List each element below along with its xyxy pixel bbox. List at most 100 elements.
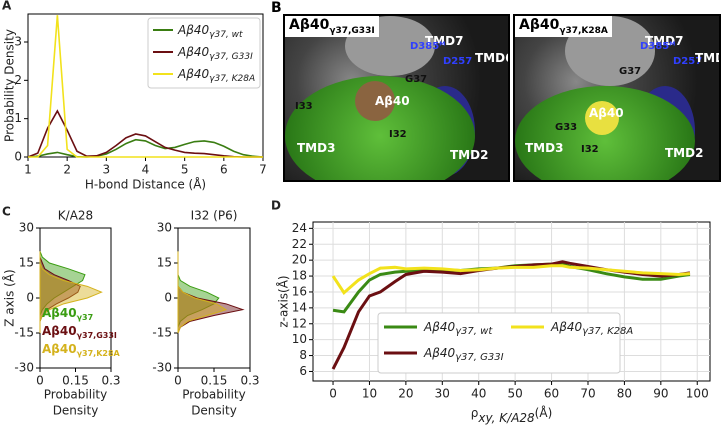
x-tick-label: 60 xyxy=(544,387,559,401)
x-tick-label: 30 xyxy=(435,387,450,401)
x-tick-label: 0.3 xyxy=(101,374,120,388)
image-label: D257 xyxy=(673,56,703,67)
y-tick-label: 1 xyxy=(14,111,22,125)
legend-label: Aβ40γ37,G33I xyxy=(42,324,117,340)
x-axis-label: H-bond Distance (Å) xyxy=(85,177,206,192)
image-label: I33 xyxy=(295,101,313,112)
legend-label-sub: γ37, wt xyxy=(455,326,493,337)
x-axis-label: Probability xyxy=(44,388,107,402)
panel-b-letter: B xyxy=(271,0,282,16)
image-label: I32 xyxy=(389,129,407,140)
series-line xyxy=(28,15,263,158)
plot-frame xyxy=(312,221,711,382)
image-label: TMD2 xyxy=(450,148,489,162)
y-tick-label: 15 xyxy=(19,256,34,270)
image-label: G33 xyxy=(555,122,578,133)
y-axis-label: z-axis(Å) xyxy=(276,275,291,327)
x-tick-label: 70 xyxy=(580,387,595,401)
legend-label-main: Aβ40 xyxy=(550,320,583,334)
image-label: TMD7 xyxy=(425,34,464,48)
chart-title: I32 (P6) xyxy=(191,209,238,223)
x-axis-label-unit: (Å) xyxy=(535,405,553,420)
image-label: TMD6 xyxy=(695,51,719,65)
image-title-sub: γ37,K28A xyxy=(559,25,608,36)
image-label: TMD3 xyxy=(525,141,564,155)
x-axis-label-sub: xy, K/A28 xyxy=(477,411,535,425)
y-tick-label: 18 xyxy=(292,269,307,283)
y-tick-label: 6 xyxy=(299,364,307,378)
image-label: Aβ40 xyxy=(589,106,624,120)
image-label: TMD6 xyxy=(475,51,510,65)
image-label: D257 xyxy=(443,56,473,67)
image-label: G37 xyxy=(405,74,428,85)
legend-label-main: Aβ40 xyxy=(42,306,77,320)
legend-label: Aβ40γ37, K28A xyxy=(177,67,255,84)
legend-label-sub: γ37,K28A xyxy=(77,349,121,358)
legend-label-main: Aβ40 xyxy=(42,324,77,338)
legend-label: Aβ40γ37, G33I xyxy=(423,346,504,364)
x-axis-label: Probability xyxy=(182,388,245,402)
density-area xyxy=(177,251,228,334)
legend-label-main: Aβ40 xyxy=(177,23,210,37)
x-tick-label: 3 xyxy=(103,163,111,177)
x-axis-label: Density xyxy=(191,404,237,418)
legend-label: Aβ40γ37, wt xyxy=(423,320,493,338)
y-tick-label: 15 xyxy=(157,256,172,270)
series-line xyxy=(331,264,691,296)
legend-label: Aβ40γ37, K28A xyxy=(550,320,633,338)
legend-label-sub: γ37,G33I xyxy=(77,331,117,340)
x-tick-label: 0.15 xyxy=(201,374,228,388)
y-tick-label: 8 xyxy=(299,348,307,362)
legend-label: Aβ40γ37 xyxy=(42,306,93,322)
x-tick-label: 0 xyxy=(174,374,182,388)
image-title: Aβ40γ37,G33I xyxy=(285,16,379,37)
y-tick-label: 22 xyxy=(292,237,307,251)
x-tick-label: 2 xyxy=(63,163,71,177)
chart-title: K/A28 xyxy=(58,209,93,223)
x-tick-label: 0 xyxy=(36,374,44,388)
panel-letter: A xyxy=(2,0,12,13)
y-tick-label: -15 xyxy=(14,326,34,340)
legend-label-main: Aβ40 xyxy=(423,320,456,334)
legend-box xyxy=(377,312,621,374)
legend-label-sub: γ37, K28A xyxy=(209,74,255,84)
legend-label: Aβ40γ37,K28A xyxy=(42,342,121,358)
y-tick-label: -30 xyxy=(14,361,34,375)
y-tick-label: -30 xyxy=(152,361,172,375)
image-label: TMD3 xyxy=(297,141,336,155)
x-tick-label: 80 xyxy=(617,387,632,401)
image-label: Aβ40 xyxy=(375,94,410,108)
density-area xyxy=(39,251,103,333)
x-axis-label-main: ρ xyxy=(471,406,479,420)
legend-label-main: Aβ40 xyxy=(177,45,210,59)
y-tick-label: 10 xyxy=(292,332,307,346)
image-title-main: Aβ40 xyxy=(289,17,330,33)
y-tick-label: 14 xyxy=(292,300,307,314)
image-label: D385ᴹ xyxy=(640,41,676,52)
y-tick-label: 3 xyxy=(14,34,22,48)
legend-label: Aβ40γ37, G33I xyxy=(177,45,253,62)
image-label: G37 xyxy=(619,66,642,77)
legend-label-sub: γ37, G33I xyxy=(455,352,503,363)
image-title-main: Aβ40 xyxy=(519,17,560,33)
image-label: D385ᴹ xyxy=(410,41,446,52)
x-tick-label: 20 xyxy=(398,387,413,401)
x-tick-label: 10 xyxy=(362,387,377,401)
y-axis-label: Z axis (Å) xyxy=(2,269,17,326)
x-tick-label: 0 xyxy=(329,387,337,401)
legend-label-main: Aβ40 xyxy=(423,346,456,360)
x-tick-label: 0.3 xyxy=(240,374,259,388)
x-tick-label: 90 xyxy=(653,387,668,401)
y-tick-label: 16 xyxy=(292,284,307,298)
y-tick-label: 30 xyxy=(19,221,34,235)
legend-box xyxy=(147,17,261,89)
legend-label-main: Aβ40 xyxy=(42,342,77,356)
y-tick-label: 0 xyxy=(26,291,34,305)
y-tick-label: 2 xyxy=(14,73,22,87)
image-title-sub: γ37,G33I xyxy=(329,25,375,36)
x-tick-label: 6 xyxy=(220,163,228,177)
x-tick-label: 100 xyxy=(686,387,709,401)
x-axis-label: Density xyxy=(53,404,99,418)
panel-letter: C xyxy=(2,205,11,219)
